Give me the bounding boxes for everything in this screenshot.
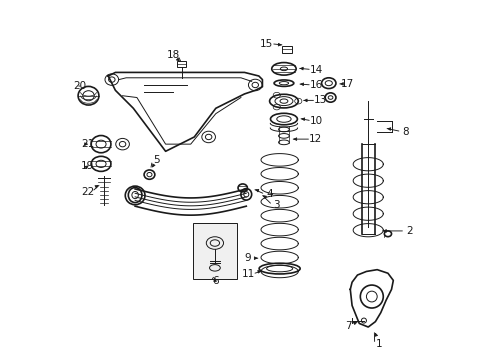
Text: 17: 17 bbox=[340, 79, 353, 89]
Text: 11: 11 bbox=[241, 269, 254, 279]
Text: 15: 15 bbox=[260, 39, 273, 49]
FancyBboxPatch shape bbox=[177, 61, 185, 67]
Text: 3: 3 bbox=[273, 200, 280, 210]
Text: 4: 4 bbox=[266, 189, 272, 199]
Text: 8: 8 bbox=[402, 127, 408, 136]
Text: 10: 10 bbox=[309, 116, 322, 126]
Text: 1: 1 bbox=[375, 339, 382, 349]
Text: 18: 18 bbox=[166, 50, 180, 60]
Text: 21: 21 bbox=[81, 139, 94, 149]
FancyBboxPatch shape bbox=[281, 45, 291, 53]
Text: 22: 22 bbox=[81, 187, 94, 197]
Text: 16: 16 bbox=[309, 80, 322, 90]
Text: 13: 13 bbox=[313, 95, 326, 105]
Text: 14: 14 bbox=[309, 64, 322, 75]
Text: 12: 12 bbox=[308, 134, 322, 144]
Text: 19: 19 bbox=[81, 161, 94, 171]
Text: 6: 6 bbox=[211, 276, 218, 286]
Text: 9: 9 bbox=[244, 253, 251, 263]
FancyBboxPatch shape bbox=[192, 223, 237, 279]
Text: 2: 2 bbox=[406, 226, 412, 236]
Text: 20: 20 bbox=[74, 81, 87, 91]
Text: 5: 5 bbox=[153, 155, 160, 165]
Text: 7: 7 bbox=[345, 321, 351, 331]
